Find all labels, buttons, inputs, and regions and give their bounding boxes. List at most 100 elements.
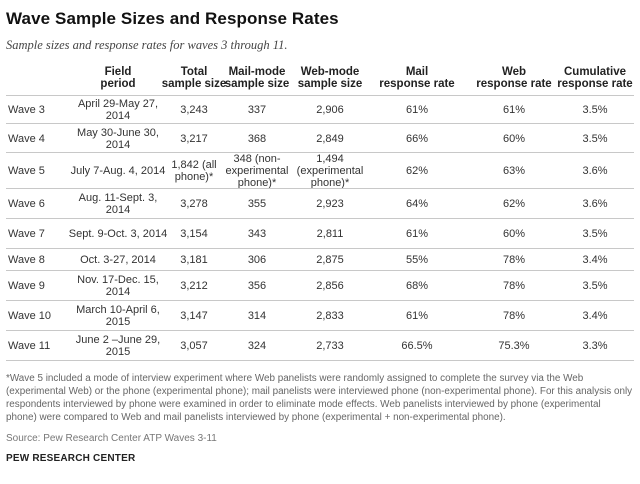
cell-field-period: Sept. 9-Oct. 3, 2014 — [68, 228, 168, 240]
table-row: Wave 3 April 29-May 27, 2014 3,243 337 2,906… — [0, 96, 640, 124]
row-divider — [6, 270, 634, 271]
cell-total-sample-size: 3,212 — [180, 280, 208, 292]
cell-web-mode-sample-size: 2,733 — [316, 340, 344, 352]
cell-web-response-rate: 75.3% — [498, 340, 530, 352]
column-header-web-mode-sample-size: Web-mode sample size — [297, 66, 363, 90]
row-divider — [6, 152, 634, 153]
cell-cumulative-response-rate: 3.6% — [582, 198, 608, 210]
cell-field-period: April 29-May 27, 2014 — [77, 98, 159, 122]
cell-web-response-rate: 63% — [502, 165, 526, 177]
source-note: Source: Pew Research Center ATP Waves 3-… — [6, 433, 217, 444]
cell-cumulative-response-rate: 3.5% — [582, 280, 608, 292]
cell-cumulative-response-rate: 3.4% — [582, 254, 608, 266]
cell-field-period: Oct. 3-27, 2014 — [80, 254, 156, 266]
cell-cumulative-response-rate: 3.5% — [582, 132, 608, 145]
cell-mail-mode-sample-size: 368 — [247, 132, 267, 145]
cell-total-sample-size: 3,217 — [180, 132, 208, 145]
cell-cumulative-response-rate: 3.3% — [582, 340, 608, 352]
cell-web-mode-sample-size: 2,811 — [316, 228, 344, 240]
cell-mail-mode-sample-size: 337 — [247, 104, 267, 116]
cell-cumulative-response-rate: 3.5% — [582, 228, 608, 240]
cell-total-sample-size: 3,057 — [180, 340, 208, 352]
cell-mail-response-rate: 64% — [405, 198, 429, 210]
cell-total-sample-size: 3,147 — [180, 310, 208, 322]
cell-cumulative-response-rate: 3.5% — [582, 104, 608, 116]
table-row: Wave 11 June 2 –June 29, 2015 3,057 324 2,73… — [0, 331, 640, 361]
cell-wave-label: Wave 6 — [8, 198, 45, 210]
cell-field-period: July 7-Aug. 4, 2014 — [70, 165, 166, 177]
page-title: Wave Sample Sizes and Response Rates — [6, 9, 339, 28]
cell-wave-label: Wave 3 — [8, 104, 45, 116]
cell-total-sample-size: 1,842 (all phone)* — [171, 159, 217, 183]
cell-wave-label: Wave 4 — [8, 132, 45, 145]
cell-web-mode-sample-size: 2,906 — [316, 104, 344, 116]
cell-wave-label: Wave 7 — [8, 228, 45, 240]
cell-cumulative-response-rate: 3.6% — [582, 165, 608, 177]
cell-web-mode-sample-size: 2,923 — [316, 198, 344, 210]
organization-name: PEW RESEARCH CENTER — [6, 453, 136, 464]
cell-wave-label: Wave 5 — [8, 165, 45, 177]
cell-total-sample-size: 3,278 — [180, 198, 208, 210]
cell-web-mode-sample-size: 2,875 — [316, 254, 344, 266]
cell-web-response-rate: 78% — [502, 280, 526, 292]
cell-field-period: March 10-April 6, 2015 — [76, 304, 160, 328]
cell-web-response-rate: 78% — [502, 310, 526, 322]
cell-wave-label: Wave 11 — [8, 340, 51, 352]
cell-mail-mode-sample-size: 348 (non-experimental phone)* — [225, 153, 289, 189]
row-divider — [6, 360, 634, 361]
table-row: Wave 6 Aug. 11-Sept. 3, 2014 3,278 355 2,923… — [0, 189, 640, 219]
cell-field-period: Nov. 17-Dec. 15, 2014 — [77, 274, 159, 298]
cell-field-period: June 2 –June 29, 2015 — [75, 334, 161, 358]
table-row: Wave 7 Sept. 9-Oct. 3, 2014 3,154 343 2,811 6… — [0, 219, 640, 249]
cell-field-period: May 30-June 30, 2014 — [77, 126, 159, 151]
cell-web-mode-sample-size: 2,856 — [316, 280, 344, 292]
cell-mail-mode-sample-size: 343 — [247, 228, 267, 240]
cell-mail-response-rate: 61% — [405, 310, 429, 322]
row-divider — [6, 188, 634, 189]
cell-web-response-rate: 60% — [502, 132, 526, 145]
table-row: Wave 8 Oct. 3-27, 2014 3,181 306 2,875 55% 78%… — [0, 249, 640, 271]
cell-mail-mode-sample-size: 324 — [247, 340, 267, 352]
cell-mail-response-rate: 66.5% — [401, 340, 433, 352]
cell-web-mode-sample-size: 2,833 — [316, 310, 344, 322]
cell-web-response-rate: 61% — [502, 104, 526, 116]
cell-field-period: Aug. 11-Sept. 3, 2014 — [78, 192, 158, 216]
column-header-field-period: Field period — [100, 66, 136, 90]
table-row: Wave 10 March 10-April 6, 2015 3,147 314 2,8… — [0, 301, 640, 331]
table-row: Wave 4 May 30-June 30, 2014 3,217 368 2,849 6… — [0, 124, 640, 153]
cell-web-response-rate: 62% — [502, 198, 526, 210]
cell-web-mode-sample-size: 2,849 — [316, 132, 344, 145]
cell-mail-response-rate: 55% — [405, 254, 429, 266]
cell-total-sample-size: 3,243 — [180, 104, 208, 116]
table-row: Wave 5 July 7-Aug. 4, 2014 1,842 (all phon… — [0, 153, 640, 189]
cell-total-sample-size: 3,181 — [180, 254, 208, 266]
page-subtitle: Sample sizes and response rates for wave… — [6, 38, 288, 52]
cell-cumulative-response-rate: 3.4% — [582, 310, 608, 322]
cell-mail-response-rate: 61% — [405, 104, 429, 116]
cell-mail-response-rate: 66% — [405, 132, 429, 145]
cell-wave-label: Wave 8 — [8, 254, 45, 266]
cell-web-response-rate: 60% — [502, 228, 526, 240]
row-divider — [6, 248, 634, 249]
cell-wave-label: Wave 9 — [8, 280, 45, 292]
cell-web-response-rate: 78% — [502, 254, 526, 266]
cell-total-sample-size: 3,154 — [180, 228, 208, 240]
cell-web-mode-sample-size: 1,494 (experimental phone)* — [296, 153, 364, 189]
cell-mail-response-rate: 62% — [405, 165, 429, 177]
row-divider — [6, 123, 634, 124]
cell-mail-mode-sample-size: 306 — [247, 254, 267, 266]
column-header-mail-mode-sample-size: Mail-mode sample size — [224, 66, 290, 90]
column-header-total-sample-size: Total sample size — [161, 66, 227, 90]
cell-mail-mode-sample-size: 356 — [247, 280, 267, 292]
column-header-web-response-rate: Web response rate — [476, 66, 552, 90]
cell-mail-mode-sample-size: 314 — [247, 310, 267, 322]
row-divider — [6, 300, 634, 301]
column-header-mail-response-rate: Mail response rate — [379, 66, 455, 90]
header-divider — [6, 95, 634, 96]
cell-mail-response-rate: 61% — [405, 228, 429, 240]
cell-mail-response-rate: 68% — [405, 280, 429, 292]
table-row: Wave 9 Nov. 17-Dec. 15, 2014 3,212 356 2,856… — [0, 271, 640, 301]
column-header-cumulative-response-rate: Cumulative response rate — [557, 66, 633, 90]
row-divider — [6, 218, 634, 219]
cell-wave-label: Wave 10 — [8, 310, 52, 322]
